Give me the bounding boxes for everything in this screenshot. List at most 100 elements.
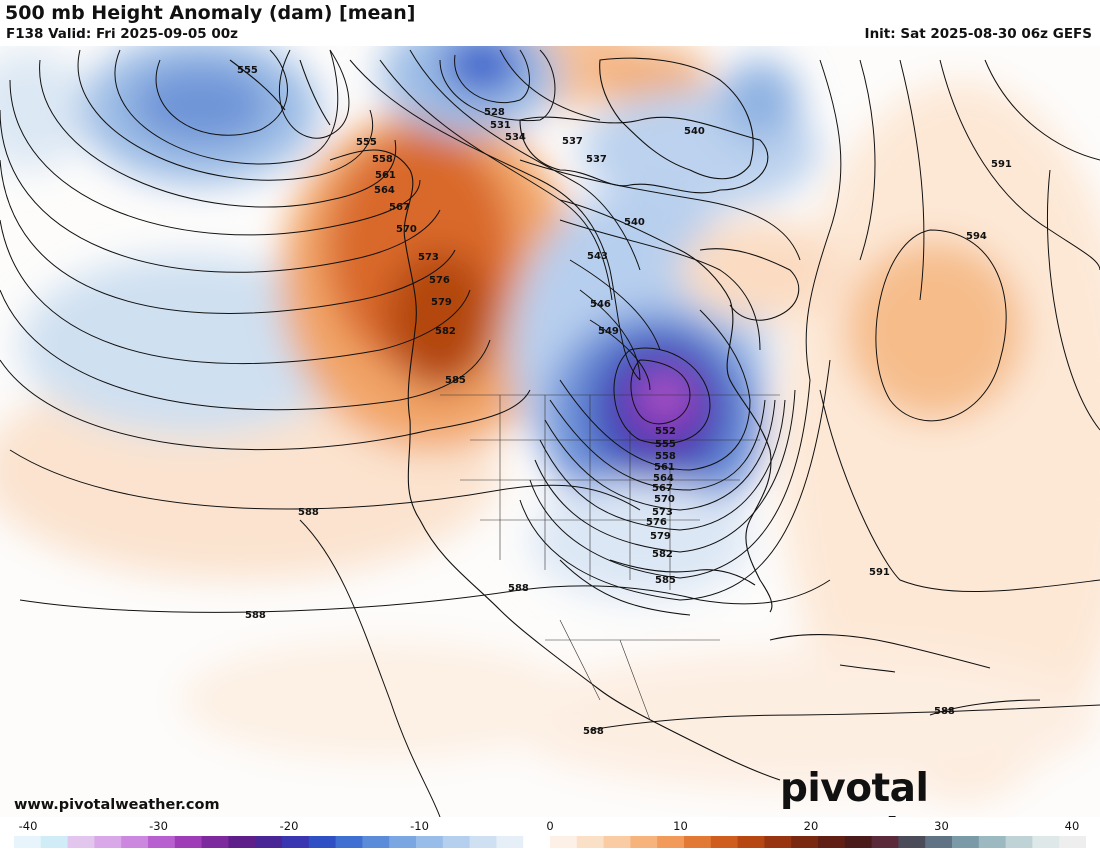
contour-label: 588 bbox=[298, 507, 319, 518]
colorbar-swatch bbox=[844, 836, 873, 848]
colorbar-swatch bbox=[871, 836, 899, 848]
contour-label: 537 bbox=[586, 154, 607, 165]
contour-label: 573 bbox=[652, 507, 673, 518]
colorbar-tick-label: 0 bbox=[546, 819, 554, 833]
height-contours bbox=[0, 49, 1100, 817]
contour-label: 588 bbox=[508, 583, 529, 594]
contour-label: 579 bbox=[431, 297, 452, 308]
map-title: 500 mb Height Anomaly (dam) [mean] bbox=[5, 2, 416, 24]
contour-label: 564 bbox=[374, 185, 395, 196]
colorbar-swatch bbox=[791, 836, 819, 848]
state-borders bbox=[440, 394, 780, 721]
contour-label: 570 bbox=[396, 224, 417, 235]
colorbar-tick-label: -40 bbox=[18, 819, 38, 833]
colorbar-swatches bbox=[14, 836, 1086, 848]
contour-label: 558 bbox=[372, 154, 393, 165]
contour-label: 573 bbox=[418, 252, 439, 263]
colorbar-swatch bbox=[335, 836, 363, 848]
colorbar-swatch bbox=[523, 836, 551, 848]
contour-label: 540 bbox=[624, 217, 645, 228]
colorbar-swatch bbox=[174, 836, 203, 848]
colorbar-swatch bbox=[818, 836, 846, 848]
colorbar-swatch bbox=[657, 836, 685, 848]
colorbar-swatch bbox=[228, 836, 256, 848]
colorbar-tick-label: 20 bbox=[803, 819, 819, 833]
colorbar-swatch bbox=[710, 836, 739, 848]
contour-labels: 555 555 558 561 564 567 570 573 576 579 … bbox=[237, 65, 1012, 737]
height-anomaly-map: 555 555 558 561 564 567 570 573 576 579 … bbox=[0, 46, 1100, 817]
colorbar-swatch bbox=[14, 836, 42, 848]
colorbar-swatch bbox=[416, 836, 444, 848]
colorbar-tick-label: 40 bbox=[1064, 819, 1080, 833]
contour-label: 546 bbox=[590, 299, 611, 310]
colorbar-swatch bbox=[978, 836, 1007, 848]
contour-label: 582 bbox=[652, 549, 673, 560]
colorbar-tick-label: 10 bbox=[673, 819, 688, 833]
colorbar-swatch bbox=[148, 836, 176, 848]
colorbar-tick-label: -30 bbox=[149, 819, 168, 833]
colorbar-swatch bbox=[684, 836, 712, 848]
anomaly-shading bbox=[0, 46, 1100, 800]
contour-label: 576 bbox=[646, 517, 667, 528]
colorbar-swatch bbox=[630, 836, 658, 848]
contour-label: 558 bbox=[655, 451, 676, 462]
contour-label: 561 bbox=[375, 170, 396, 181]
colorbar: -40 -30 -20 -10 0 10 20 30 40 bbox=[0, 817, 1100, 850]
colorbar-swatch bbox=[764, 836, 792, 848]
colorbar-swatch bbox=[442, 836, 471, 848]
contour-label: 534 bbox=[505, 132, 526, 143]
colorbar-tick-label: -20 bbox=[279, 819, 299, 833]
contour-label: 561 bbox=[654, 462, 675, 473]
colorbar-swatch bbox=[94, 836, 122, 848]
contour-label: 588 bbox=[245, 610, 266, 621]
colorbar-swatch bbox=[1032, 836, 1060, 848]
colorbar-swatch bbox=[1059, 836, 1086, 848]
colorbar-swatch bbox=[362, 836, 390, 848]
colorbar-swatch bbox=[550, 836, 578, 848]
colorbar-tick-label: -10 bbox=[410, 819, 429, 833]
contour-label: 537 bbox=[562, 136, 583, 147]
contour-label: 576 bbox=[429, 275, 450, 286]
colorbar-tick-label: 30 bbox=[934, 819, 949, 833]
colorbar-swatch bbox=[389, 836, 417, 848]
contour-label: 555 bbox=[655, 439, 676, 450]
contour-label: 543 bbox=[587, 251, 608, 262]
colorbar-swatch bbox=[308, 836, 337, 848]
contour-label: 567 bbox=[389, 202, 410, 213]
colorbar-swatch bbox=[121, 836, 149, 848]
contour-label: 591 bbox=[991, 159, 1012, 170]
contour-label: 552 bbox=[655, 426, 676, 437]
colorbar-swatch bbox=[40, 836, 69, 848]
contour-label: 567 bbox=[652, 483, 673, 494]
colorbar-swatch bbox=[67, 836, 95, 848]
init-time: Init: Sat 2025-08-30 06z GEFS bbox=[864, 26, 1092, 42]
contour-label: 555 bbox=[356, 137, 377, 148]
colorbar-swatch bbox=[469, 836, 497, 848]
colorbar-swatch bbox=[603, 836, 631, 848]
valid-time: F138 Valid: Fri 2025-09-05 00z bbox=[6, 26, 238, 42]
contour-label: 588 bbox=[583, 726, 604, 737]
contour-label: 528 bbox=[484, 107, 505, 118]
contour-label: 591 bbox=[869, 567, 890, 578]
colorbar-swatch bbox=[255, 836, 283, 848]
colorbar-swatch bbox=[925, 836, 953, 848]
contour-label: 588 bbox=[934, 706, 955, 717]
contour-label: 585 bbox=[655, 575, 676, 586]
colorbar-swatch bbox=[496, 836, 524, 848]
colorbar-swatch bbox=[952, 836, 980, 848]
contour-label: 531 bbox=[490, 120, 511, 131]
colorbar-swatch bbox=[898, 836, 926, 848]
contour-label: 540 bbox=[684, 126, 705, 137]
colorbar-swatch bbox=[282, 836, 310, 848]
colorbar-swatch bbox=[1005, 836, 1033, 848]
contour-label: 570 bbox=[654, 494, 675, 505]
contour-label: 579 bbox=[650, 531, 671, 542]
contour-label: 594 bbox=[966, 231, 987, 242]
site-url: www.pivotalweather.com bbox=[14, 797, 220, 813]
contour-label: 549 bbox=[598, 326, 619, 337]
contour-label: 555 bbox=[237, 65, 258, 76]
header: 500 mb Height Anomaly (dam) [mean] F138 … bbox=[0, 0, 1100, 46]
colorbar-swatch bbox=[576, 836, 605, 848]
colorbar-swatch bbox=[737, 836, 765, 848]
